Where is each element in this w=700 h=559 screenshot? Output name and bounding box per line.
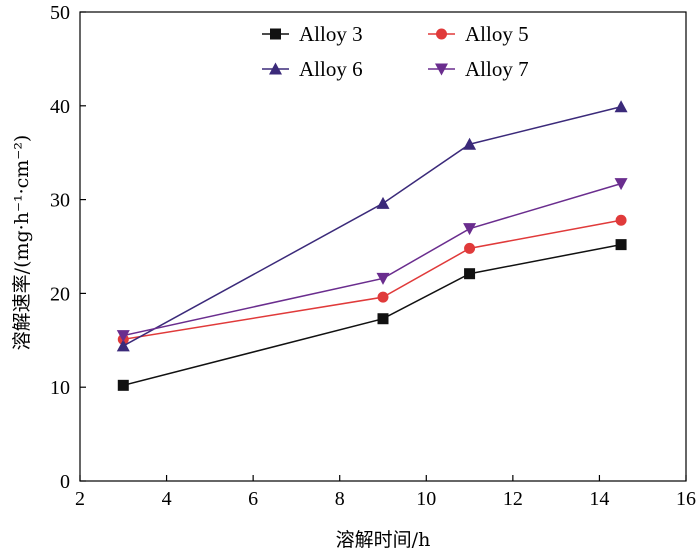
legend: Alloy 3 Alloy 5 Alloy 6 Alloy 7 <box>262 22 529 81</box>
legend-label: Alloy 7 <box>465 57 529 81</box>
y-axis: 0 10 20 30 40 50 <box>50 2 86 493</box>
series-line-alloy-6 <box>122 106 622 347</box>
legend-item-alloy-6: Alloy 6 <box>262 57 363 81</box>
x-axis-title: 溶解时间/h <box>336 529 431 551</box>
x-tick-label: 6 <box>248 488 258 510</box>
x-tick-label: 10 <box>416 488 436 510</box>
data-point-alloy-6 <box>376 196 390 209</box>
legend-marker <box>270 28 281 40</box>
x-tick-label: 16 <box>676 488 696 510</box>
y-axis-title: 溶解速率/(mg·h⁻¹·cm⁻²) <box>11 135 33 351</box>
legend-marker <box>436 28 447 40</box>
y-tick-label: 40 <box>50 96 70 118</box>
x-tick-label: 2 <box>75 488 85 510</box>
plot-frame <box>79 11 687 482</box>
y-tick-label: 0 <box>60 471 70 493</box>
y-tick-label: 50 <box>50 2 70 24</box>
data-point-alloy-3 <box>377 313 389 325</box>
plot-border <box>79 11 687 482</box>
data-point-alloy-7 <box>614 178 628 191</box>
series-line-alloy-7 <box>123 182 622 337</box>
x-tick-label: 4 <box>162 488 172 510</box>
x-tick-label: 12 <box>503 488 523 510</box>
y-tick-label: 20 <box>50 283 70 305</box>
legend-label: Alloy 6 <box>299 57 363 81</box>
data-point-alloy-5 <box>464 242 476 254</box>
x-tick-label: 14 <box>589 488 609 510</box>
x-tick-label: 8 <box>335 488 345 510</box>
data-point-alloy-5 <box>377 291 389 303</box>
data-point-alloy-7 <box>463 223 477 236</box>
legend-item-alloy-3: Alloy 3 <box>262 22 363 46</box>
series-line-alloy-5 <box>123 219 622 341</box>
legend-item-alloy-7: Alloy 7 <box>428 57 529 81</box>
series-alloy-7 <box>116 178 628 343</box>
data-point-alloy-7 <box>376 272 390 285</box>
series-alloy-5 <box>117 214 627 345</box>
data-point-alloy-6 <box>463 137 477 150</box>
series-layer <box>116 100 628 391</box>
series-alloy-6 <box>116 100 628 352</box>
data-point-alloy-6 <box>116 339 130 352</box>
legend-label: Alloy 3 <box>299 22 363 46</box>
legend-marker <box>269 62 282 75</box>
series-line-alloy-3 <box>123 243 622 387</box>
data-point-alloy-6 <box>614 100 628 113</box>
data-point-alloy-3 <box>615 239 627 251</box>
y-tick-label: 10 <box>50 377 70 399</box>
series-alloy-3 <box>117 239 627 391</box>
legend-marker <box>435 63 448 76</box>
data-point-alloy-5 <box>615 214 627 226</box>
data-point-alloy-3 <box>117 379 129 391</box>
x-axis: 2 4 6 8 10 12 14 16 <box>75 475 696 510</box>
legend-label: Alloy 5 <box>465 22 529 46</box>
data-point-alloy-3 <box>464 268 476 280</box>
data-point-alloy-7 <box>116 330 130 343</box>
legend-item-alloy-5: Alloy 5 <box>428 22 529 46</box>
y-tick-label: 30 <box>50 190 70 212</box>
